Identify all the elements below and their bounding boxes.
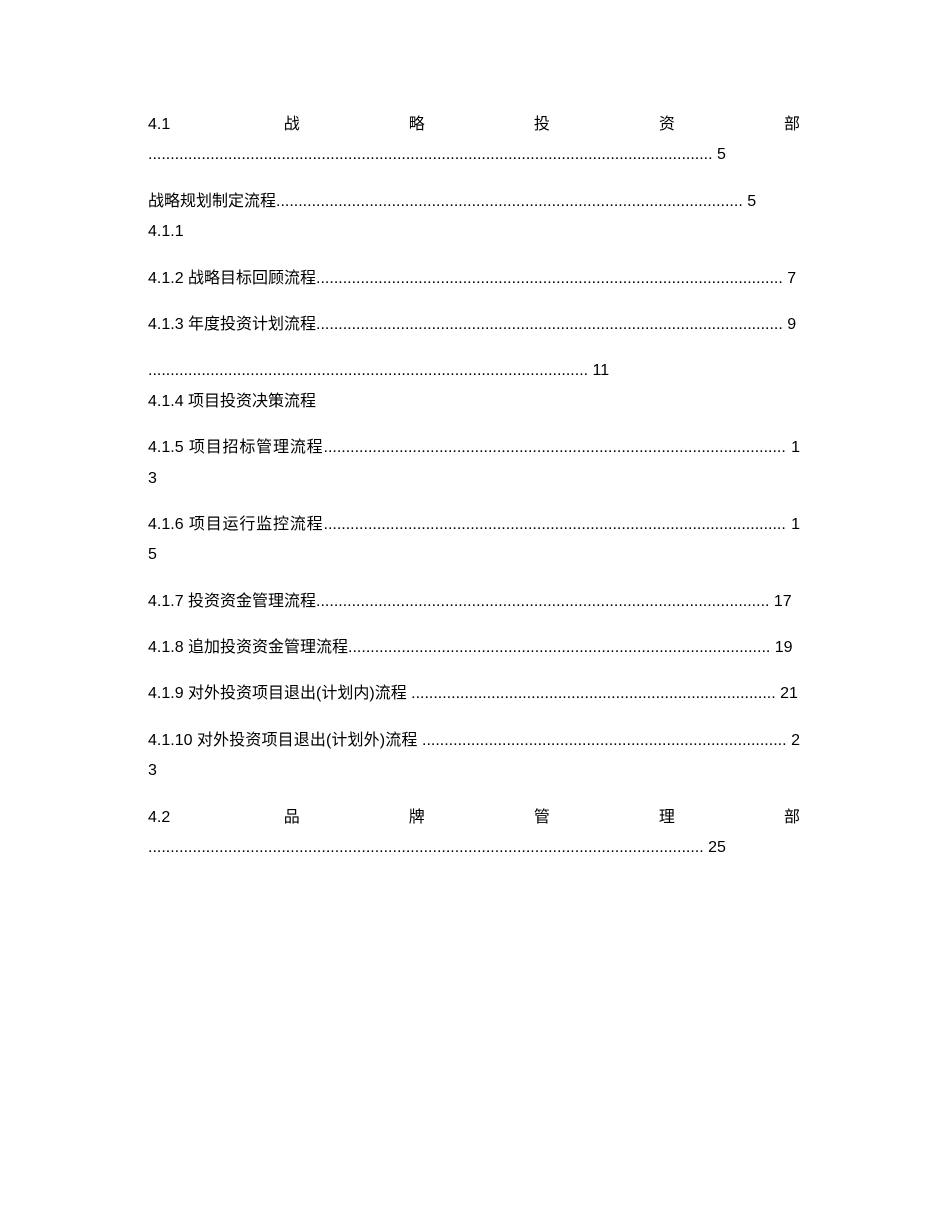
toc-entry: 4.1 战略投资部 ..............................…: [148, 110, 800, 171]
toc-entry: 4.1.6 项目运行监控流程..........................…: [148, 510, 800, 571]
toc-entry: 战略规划制定流程................................…: [148, 187, 800, 248]
toc-entry: 4.1.8 追加投资资金管理流程........................…: [148, 633, 800, 663]
toc-entry: 4.1.7 投资资金管理流程..........................…: [148, 587, 800, 617]
toc-entry: ........................................…: [148, 356, 800, 417]
toc-entry: 4.1.2 战略目标回顾流程..........................…: [148, 264, 800, 294]
toc-entry: 4.1.10 对外投资项目退出(计划外)流程 .................…: [148, 726, 800, 787]
document-page: 4.1 战略投资部 ..............................…: [0, 0, 950, 863]
toc-entry: 4.1.9 对外投资项目退出(计划内)流程 ..................…: [148, 679, 800, 709]
toc-entry: 4.1.5 项目招标管理流程..........................…: [148, 433, 800, 494]
toc-entry: 4.2 品牌管理部 ..............................…: [148, 803, 800, 864]
toc-entry: 4.1.3 年度投资计划流程..........................…: [148, 310, 800, 340]
